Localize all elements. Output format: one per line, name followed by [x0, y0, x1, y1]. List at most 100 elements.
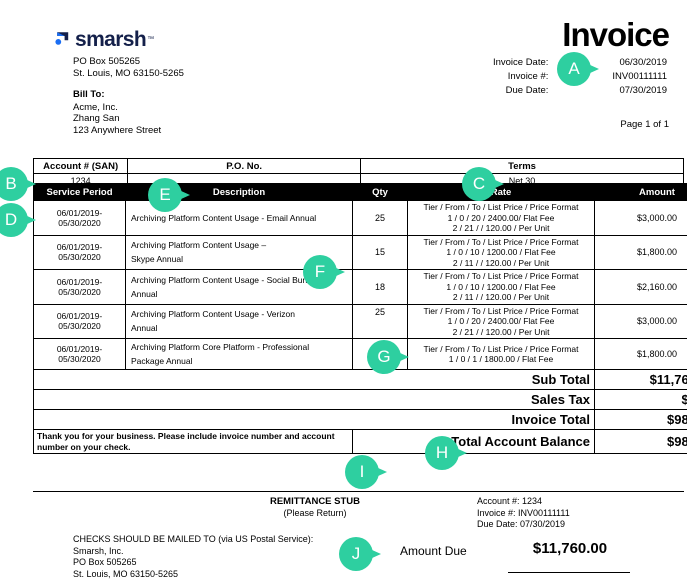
totals-row: Sub Total$11,760.00: [33, 369, 687, 390]
total-label-invoice-total: Invoice Total: [33, 409, 595, 430]
cell-qty: 25: [352, 200, 408, 236]
cell-service-period: 06/01/2019- 05/30/2020: [33, 269, 126, 305]
invoice-meta-row: Due Date: 07/30/2019: [493, 85, 667, 97]
invoice-meta-table: Invoice Date: 06/30/2019 Invoice #: INV0…: [491, 55, 669, 99]
cell-qty: 25: [352, 303, 408, 339]
header-amount: Amount: [594, 183, 687, 201]
remittance-title: REMITTANCE STUB: [269, 496, 361, 507]
total-label-sales-tax: Sales Tax: [33, 389, 595, 410]
amount-due-underline: [508, 572, 630, 573]
cell-description: Archiving Platform Content Usage - Email…: [125, 200, 353, 236]
invoice-number-label: Invoice #:: [507, 71, 549, 82]
cell-rate: Tier / From / To / List Price / Price Fo…: [407, 269, 595, 305]
bill-to-line: Zhang San: [73, 113, 120, 124]
table-header-row: Service Period Description Qty Rate Amou…: [33, 183, 687, 201]
remittance-subtitle: (Please Return): [283, 508, 347, 518]
remittance-divider: [33, 491, 684, 492]
totals-row: Thank you for your business. Please incl…: [33, 429, 687, 454]
thank-you-note: Thank you for your business. Please incl…: [33, 429, 353, 454]
cell-service-period: 06/01/2019- 05/30/2020: [33, 303, 126, 339]
due-date-value: 07/30/2019: [619, 85, 667, 96]
page-indicator: Page 1 of 1: [620, 119, 669, 130]
smarsh-arrow-logo-icon: [55, 31, 72, 48]
callout-marker-i: I: [345, 455, 389, 489]
cell-qty: 15: [352, 234, 408, 270]
cell-qty: 18: [352, 269, 408, 305]
bill-to-title: Bill To:: [73, 89, 105, 100]
totals-row: Invoice Total$980.00: [33, 409, 687, 430]
remit-address-line: PO Box 505265: [73, 557, 137, 567]
line-items-table: Service Period Description Qty Rate Amou…: [33, 183, 687, 454]
callout-letter: D: [4, 210, 18, 229]
company-address: PO Box 505265 St. Louis, MO 63150-5265: [73, 56, 184, 79]
table-row: 06/01/2019- 05/30/2020 Archiving Platform …: [33, 200, 687, 236]
total-value-sub-total: $11,760.00: [594, 369, 687, 390]
total-value-total-account-balance: $980.00: [594, 429, 687, 454]
remittance-mailing-block: CHECKS SHOULD BE MAILED TO (via US Posta…: [73, 534, 313, 580]
cell-rate: Tier / From / To / List Price / Price Fo…: [407, 338, 595, 370]
cell-description: Archiving Platform Content Usage - Socia…: [125, 269, 353, 305]
due-date-label: Due Date:: [505, 85, 549, 96]
table-row: 06/01/2019- 05/30/2020 Archiving Platform …: [33, 303, 687, 339]
cell-qty: 1: [352, 338, 408, 370]
remittance-invoice-line: Invoice #: INV00111111: [477, 507, 570, 518]
company-address-line: PO Box 505265: [73, 56, 141, 67]
bill-to-line: 123 Anywhere Street: [73, 124, 162, 136]
line-items-body: 06/01/2019- 05/30/2020 Archiving Platform …: [33, 200, 687, 370]
logo-trademark: ™: [147, 35, 155, 43]
remittance-account-block: Account #: 1234 Invoice #: INV00111111 D…: [477, 496, 570, 531]
cell-service-period: 06/01/2019- 05/30/2020: [33, 200, 126, 236]
total-value-invoice-total: $980.00: [594, 409, 687, 430]
bill-to-line: Acme, Inc.: [73, 101, 118, 113]
callout-marker-j: J: [339, 537, 383, 571]
total-label-total-account-balance: Total Account Balance: [352, 429, 595, 454]
table-row: 06/01/2019- 05/30/2020 Archiving Platform …: [33, 338, 687, 370]
header-description: Description: [125, 183, 353, 201]
table-row: 06/01/2019- 05/30/2020 Archiving Platform …: [33, 269, 687, 305]
amount-due-label: Amount Due: [400, 544, 467, 558]
invoice-meta-row: Invoice Date: 06/30/2019: [493, 57, 667, 69]
header-po-no: P.O. No.: [127, 158, 362, 174]
cell-amount: $2,160.00: [594, 269, 687, 305]
callout-letter: J: [351, 544, 361, 563]
invoice-number-value: INV00111111: [612, 71, 667, 82]
remittance-duedate-line: Due Date: 07/30/2019: [477, 519, 566, 529]
page-title: Invoice: [562, 16, 670, 53]
cell-amount: $1,800.00: [594, 234, 687, 270]
cell-service-period: 06/01/2019- 05/30/2020: [33, 338, 126, 370]
header-account-san: Account # (SAN): [32, 158, 129, 174]
header-service-period: Service Period: [33, 183, 126, 201]
cell-description: Archiving Platform Core Platform - Profe…: [125, 338, 353, 370]
callout-letter: B: [5, 174, 17, 193]
callout-circle: [0, 167, 28, 201]
callout-circle: [345, 455, 379, 489]
cell-amount: $3,000.00: [594, 303, 687, 339]
total-value-sales-tax: $0.00: [594, 389, 687, 410]
callout-circle: [339, 537, 373, 571]
invoice-date-value: 06/30/2019: [619, 57, 667, 68]
totals-body: Sub Total$11,760.00Sales Tax$0.00Invoice…: [33, 369, 687, 454]
callout-circle: [0, 203, 28, 237]
logo-wordmark: smarsh: [75, 27, 147, 51]
remittance-account-line: Account #: 1234: [477, 496, 543, 506]
cell-amount: $1,800.00: [594, 338, 687, 370]
company-address-line: St. Louis, MO 63150-5265: [73, 67, 184, 79]
callout-letter: I: [359, 462, 365, 481]
header-rate: Rate: [407, 183, 595, 201]
cell-rate: Tier / From / To / List Price / Price Fo…: [407, 234, 595, 270]
cell-description: Archiving Platform Content Usage – Skype …: [125, 234, 353, 270]
amount-due-value: $11,760.00: [532, 540, 608, 557]
invoice-header: smarsh ™ PO Box 505265 St. Louis, MO 631…: [0, 0, 687, 152]
invoice-date-label: Invoice Date:: [492, 57, 549, 68]
remit-address-line: Smarsh, Inc.: [73, 545, 124, 556]
cell-service-period: 06/01/2019- 05/30/2020: [33, 234, 126, 270]
checks-mailed-heading: CHECKS SHOULD BE MAILED TO (via US Posta…: [73, 534, 314, 544]
company-logo: smarsh ™: [55, 28, 154, 50]
cell-amount: $3,000.00: [594, 200, 687, 236]
header-terms: Terms: [360, 158, 684, 174]
remit-address-line: St. Louis, MO 63150-5265: [73, 568, 179, 579]
total-label-sub-total: Sub Total: [33, 369, 595, 390]
callout-pointer-icon: [361, 545, 381, 563]
cell-description: Archiving Platform Content Usage - Veriz…: [125, 303, 353, 339]
table-row: 06/01/2019- 05/30/2020 Archiving Platform …: [33, 234, 687, 270]
